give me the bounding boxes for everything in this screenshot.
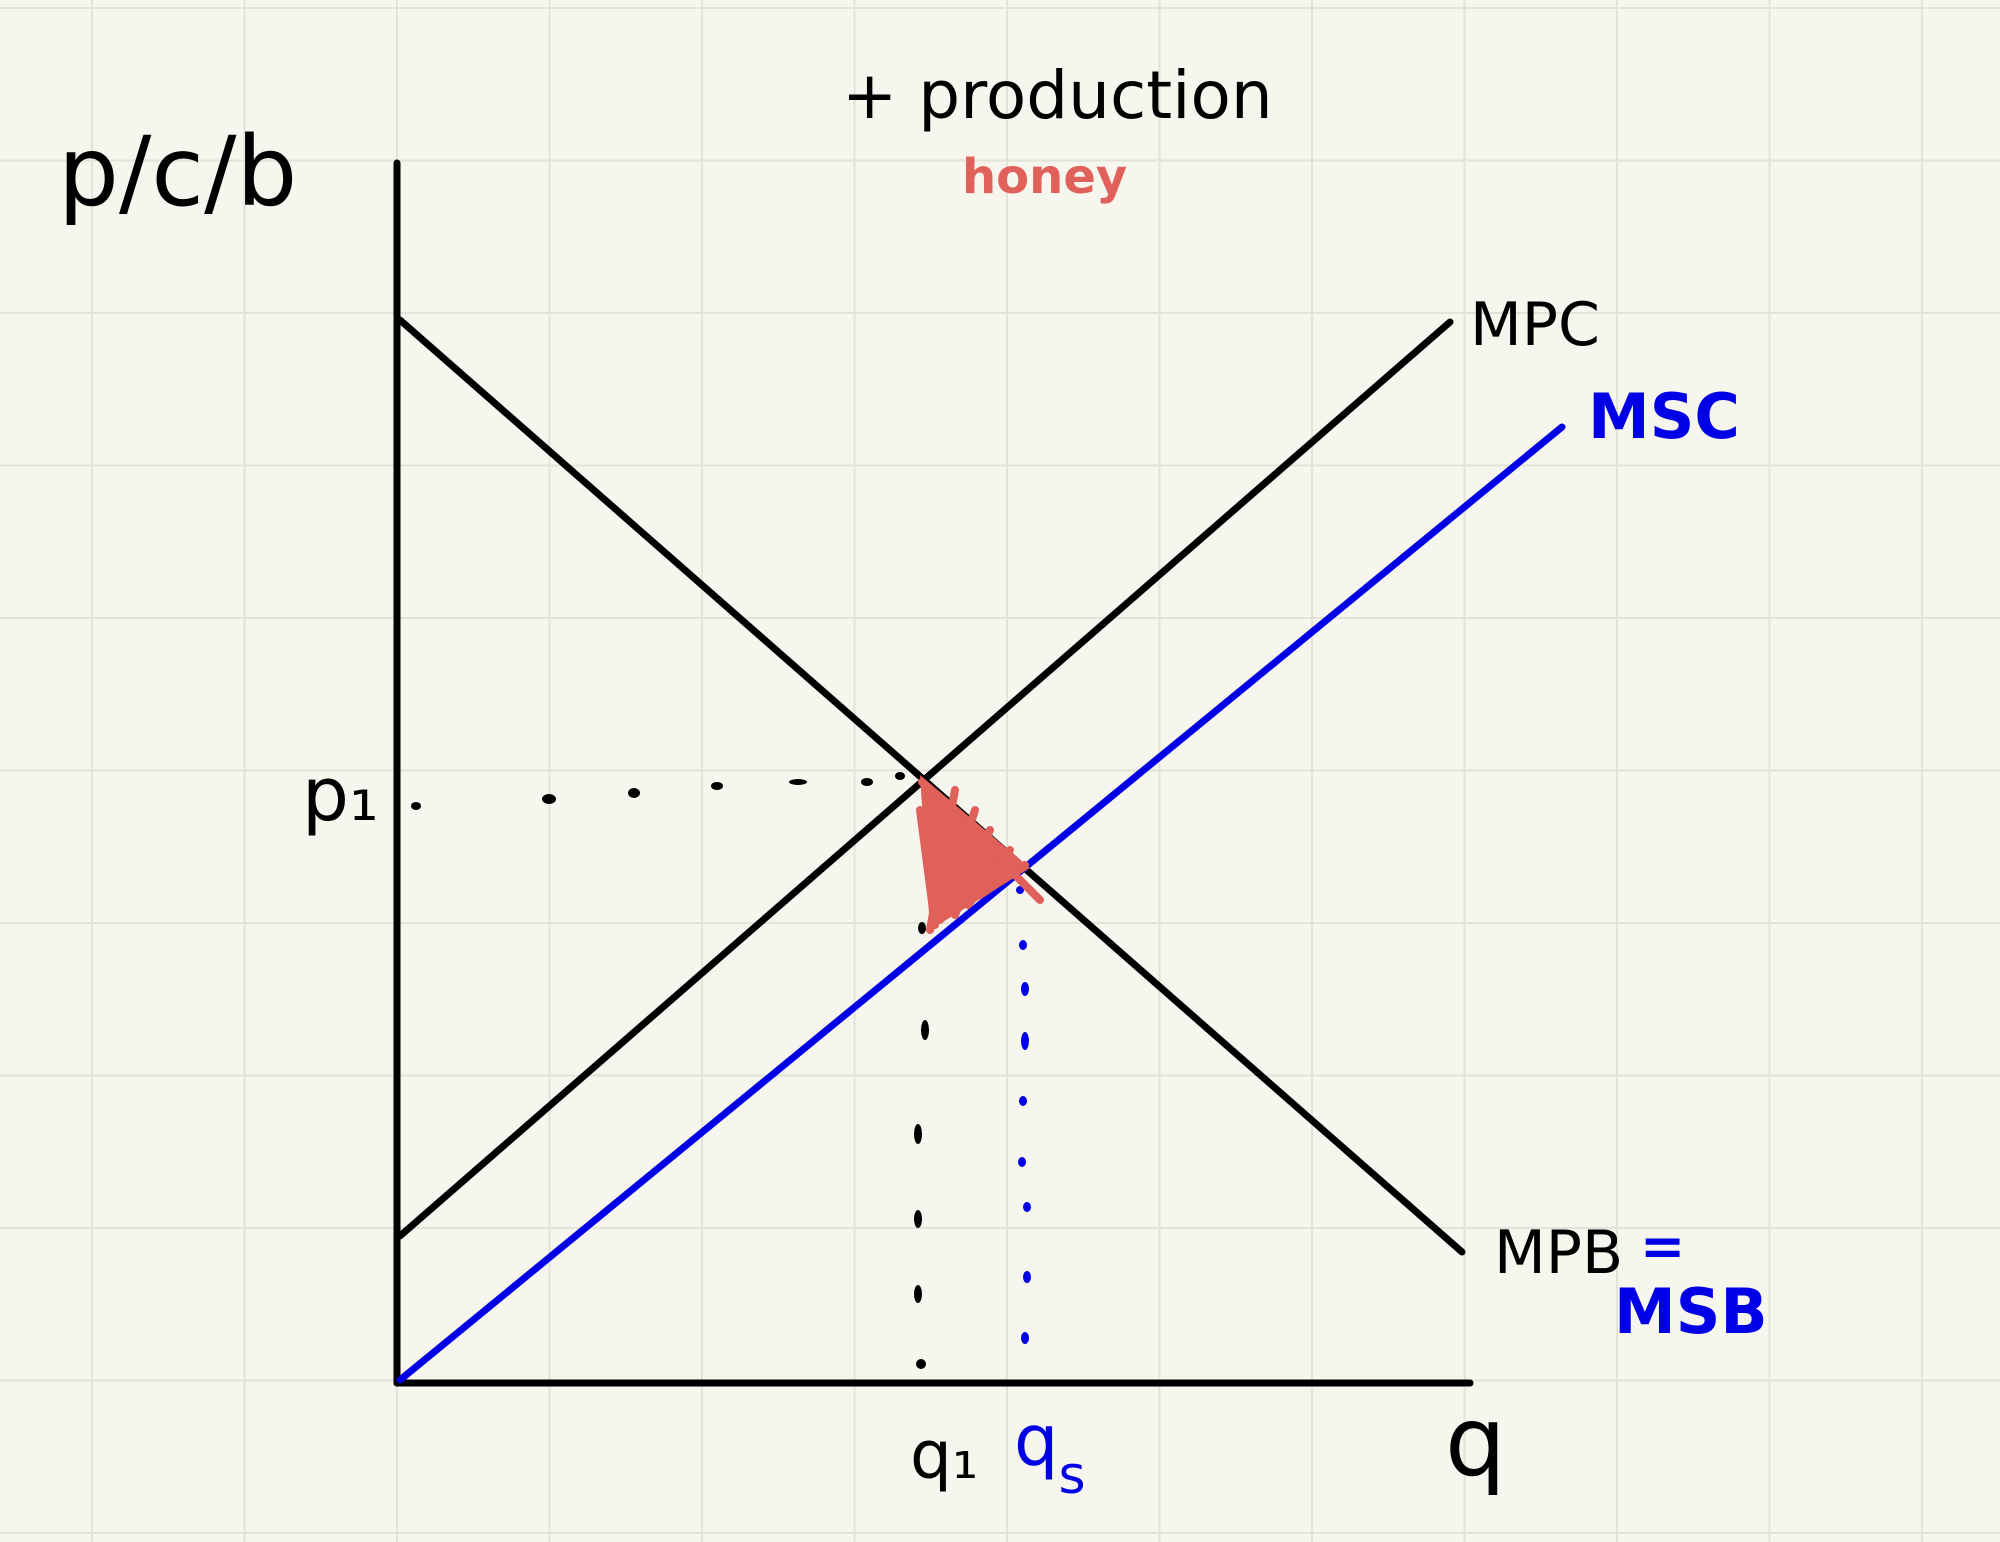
- p1-label: p₁: [302, 752, 379, 838]
- chart-subtitle: honey: [962, 149, 1127, 205]
- mpb-msb-equals: =: [1640, 1215, 1685, 1278]
- qs-dotted-guide: [1016, 886, 1031, 1344]
- p1-dotted-guide: [411, 772, 905, 810]
- msb-label: MSB: [1614, 1275, 1768, 1348]
- chart-title: + production: [842, 57, 1273, 134]
- msc-line: [396, 423, 1566, 1384]
- qs-label-sub: s: [1058, 1446, 1085, 1506]
- qs-label-main: q: [1014, 1400, 1058, 1482]
- q1-dotted-guide: [914, 922, 929, 1369]
- mpc-label: MPC: [1470, 290, 1600, 360]
- q1-label: q₁: [910, 1417, 978, 1494]
- x-axis-label: q: [1445, 1386, 1506, 1498]
- mpc-line: [396, 318, 1454, 1240]
- qs-label: qs: [1014, 1400, 1086, 1506]
- msc-label: MSC: [1588, 380, 1740, 453]
- welfare-loss-area: [916, 775, 1044, 934]
- mpb-label: MPB: [1494, 1218, 1623, 1288]
- y-axis-label: p/c/b: [58, 116, 297, 228]
